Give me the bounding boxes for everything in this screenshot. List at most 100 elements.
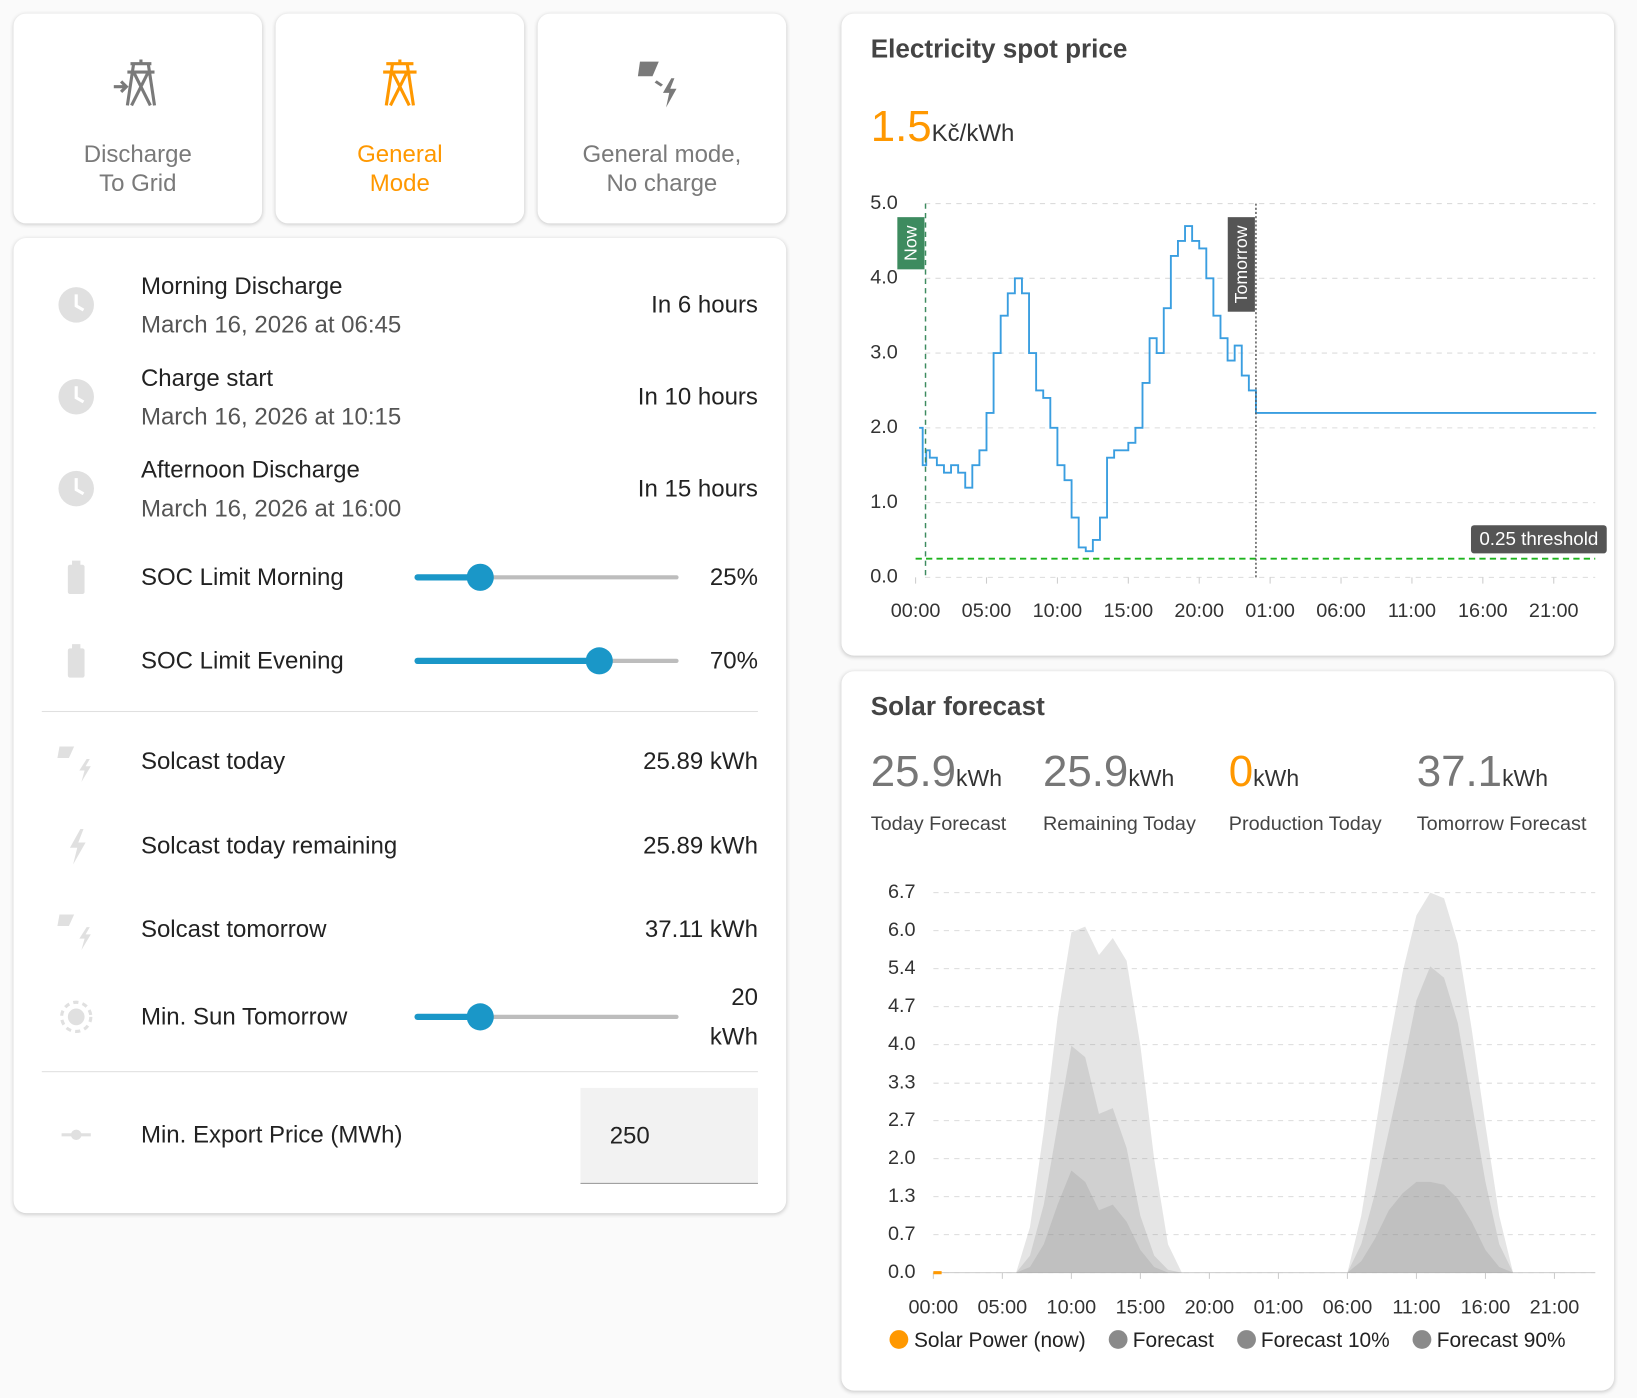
y-tick-label: 1.3 [888, 1185, 916, 1207]
schedule-time: March 16, 2026 at 10:15 [140, 402, 402, 430]
solcast-name: Solcast today remaining [140, 831, 398, 859]
icon [57, 746, 91, 782]
legend-item[interactable]: Forecast [1108, 1329, 1214, 1353]
price-line [919, 225, 1597, 553]
x-tick-label: 11:00 [1392, 1296, 1440, 1318]
x-tick-label: 05:00 [962, 600, 1012, 622]
y-tick-label: 4.7 [888, 995, 916, 1017]
schedule-time: March 16, 2026 at 06:45 [140, 310, 402, 338]
slider-fill [414, 657, 600, 664]
min-sun-value: 20 [731, 982, 758, 1011]
threshold-label-box [1470, 525, 1607, 554]
y-tick-label: 0.7 [888, 1223, 916, 1245]
solcast-name: Solcast tomorrow [140, 915, 327, 943]
icon [58, 287, 94, 323]
stat: 25.9kWh [871, 746, 1002, 796]
mode-button[interactable]: General Mode [275, 13, 525, 224]
clock-icon [55, 468, 97, 510]
legend-item[interactable]: Forecast 10% [1236, 1329, 1390, 1353]
y-tick-label: 5.0 [870, 192, 898, 214]
x-tick-label: 16:00 [1461, 1296, 1511, 1318]
export-input[interactable]: 250 [580, 1087, 758, 1184]
slider-name: SOC Limit Evening [140, 646, 344, 674]
legend-item[interactable]: Forecast 90% [1412, 1329, 1566, 1353]
min-sun-unit: kWh [709, 1022, 758, 1050]
stat-value: 37.1 [1416, 746, 1503, 796]
sun-icon [55, 996, 97, 1038]
pylon-icon [113, 59, 157, 107]
legend-label: Forecast [1132, 1329, 1214, 1352]
y-tick-label: 3.3 [888, 1071, 916, 1093]
x-tick-label: 21:00 [1529, 600, 1579, 622]
slider-thumb[interactable] [585, 647, 613, 675]
threshold-label: 0.25 threshold [1479, 528, 1598, 549]
icon [58, 378, 94, 415]
x-tick-label: 10:00 [1033, 600, 1083, 622]
mode-button[interactable]: Discharge To Grid [13, 13, 263, 224]
slider-name: SOC Limit Morning [140, 563, 344, 591]
legend-dot [1412, 1330, 1432, 1349]
bolt-icon [55, 824, 97, 866]
x-tick-label: 06:00 [1316, 600, 1366, 622]
slider-value: 25% [709, 563, 758, 591]
card-title: Electricity spot price [870, 34, 1128, 64]
stat-unit: kWh [1253, 765, 1300, 792]
slider-track[interactable] [414, 1014, 679, 1019]
pylon-icon [383, 59, 417, 107]
stat-value: 25.9 [1042, 746, 1129, 796]
x-tick-label: 00:00 [909, 1296, 959, 1318]
current-price: 1.5Kč/kWh [871, 101, 1015, 151]
icon [67, 644, 85, 678]
mode-button[interactable]: General mode, No charge [537, 13, 787, 224]
legend-item[interactable]: Solar Power (now) [889, 1329, 1086, 1353]
y-tick-label: 4.0 [888, 1033, 916, 1055]
stat-label: Tomorrow Forecast [1416, 813, 1587, 836]
x-tick-label: 00:00 [891, 600, 941, 622]
solcast-value: 25.89 kWh [643, 746, 758, 775]
solar-chart: 0.0 0.7 1.3 2.0 2.7 3.3 4.0 4.7 5.4 6.0 6.7 00:00 05… [888, 881, 1596, 1318]
solar-icon [637, 61, 677, 108]
stat-unit: kWh [1128, 765, 1175, 792]
stat-label: Today Forecast [870, 813, 1007, 836]
y-tick-label: 2.0 [888, 1147, 916, 1169]
stat-label: Remaining Today [1042, 813, 1196, 836]
x-tick-label: 15:00 [1104, 600, 1154, 622]
mode-label-line: To Grid [99, 169, 177, 197]
legend-label: Solar Power (now) [913, 1329, 1086, 1352]
y-tick-label: 4.0 [870, 267, 898, 289]
price-unit: Kč/kWh [931, 119, 1015, 147]
y-tick-label: 6.7 [888, 881, 916, 903]
forecast-area [933, 892, 1596, 1273]
slider-fill [414, 1013, 481, 1020]
schedule-name: Charge start [140, 363, 274, 391]
mode-label: General Mode [276, 139, 524, 197]
x-tick-label: 05:00 [978, 1296, 1028, 1318]
x-tick-label: 11:00 [1388, 600, 1436, 622]
marker-label-box [897, 217, 925, 270]
slider-thumb[interactable] [466, 563, 495, 591]
solcast-name: Solcast today [140, 746, 286, 775]
x-tick-label: 21:00 [1530, 1296, 1580, 1318]
slider-track[interactable] [414, 575, 679, 580]
icon [60, 1000, 93, 1034]
solar-card: Solar forecast 0.0 0.7 1.3 2.0 2.7 3.3 4.0 4.7 5… [841, 671, 1615, 1391]
x-tick-label: 16:00 [1458, 600, 1508, 622]
solcast-value: 37.11 kWh [644, 915, 758, 943]
pin-icon [55, 1114, 97, 1156]
slider-thumb[interactable] [466, 1003, 495, 1031]
x-tick-label: 01:00 [1245, 600, 1295, 622]
schedule-relative: In 6 hours [651, 290, 758, 318]
legend-dot [1108, 1330, 1128, 1349]
legend-dot [889, 1330, 909, 1349]
forecast-area [933, 1170, 1596, 1273]
legend-label: Forecast 90% [1436, 1329, 1566, 1352]
marker-label-box [1227, 217, 1255, 312]
schedule-time: March 16, 2026 at 16:00 [140, 494, 402, 522]
price-chart: 0.0 1.0 2.0 3.0 4.0 5.0 00:00 05:00 10:00 15:00 20… [870, 192, 1607, 622]
stat-unit: kWh [956, 765, 1002, 792]
schedule-name: Afternoon Discharge [140, 455, 360, 483]
mode-label: Discharge To Grid [14, 139, 262, 197]
stat-value: 0 [1228, 746, 1254, 796]
icon [61, 1129, 91, 1141]
